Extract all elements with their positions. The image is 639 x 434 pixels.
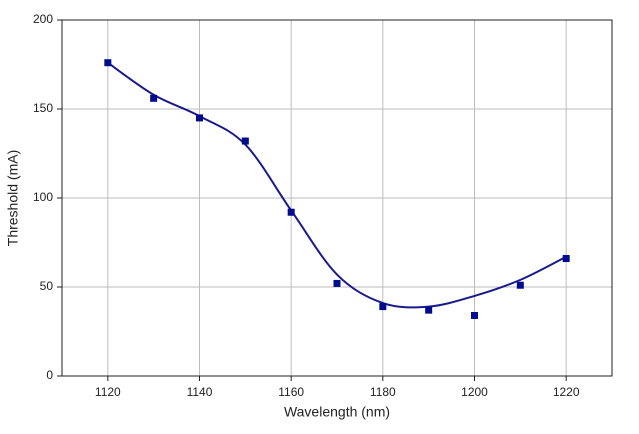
plot-frame [61,19,613,377]
data-point [425,306,433,314]
x-tick-label: 1160 [278,385,304,399]
y-tick-label: 100 [33,190,53,204]
data-point [287,208,295,216]
data-point [562,255,570,263]
data-point [333,279,341,287]
data-point [241,137,249,145]
data-point [196,114,203,122]
data-point [516,281,524,289]
y-tick-label: 150 [33,101,53,115]
y-tick-label: 50 [40,279,54,293]
data-point [104,59,112,67]
y-tick-label: 200 [33,12,53,26]
data-point [471,311,478,319]
x-tick-label: 1140 [187,385,213,399]
y-tick-label: 0 [46,368,53,382]
fit-curve [107,61,567,309]
data-point [150,94,158,102]
x-tick-label: 1200 [461,385,488,399]
x-tick-label: 1120 [95,385,121,399]
x-axis-label: Wavelength (nm) [284,404,390,420]
x-tick-label: 1220 [553,385,580,399]
x-tick-label: 1180 [370,385,396,399]
y-axis-label: Threshold (mA) [5,150,21,246]
data-point [379,303,387,311]
